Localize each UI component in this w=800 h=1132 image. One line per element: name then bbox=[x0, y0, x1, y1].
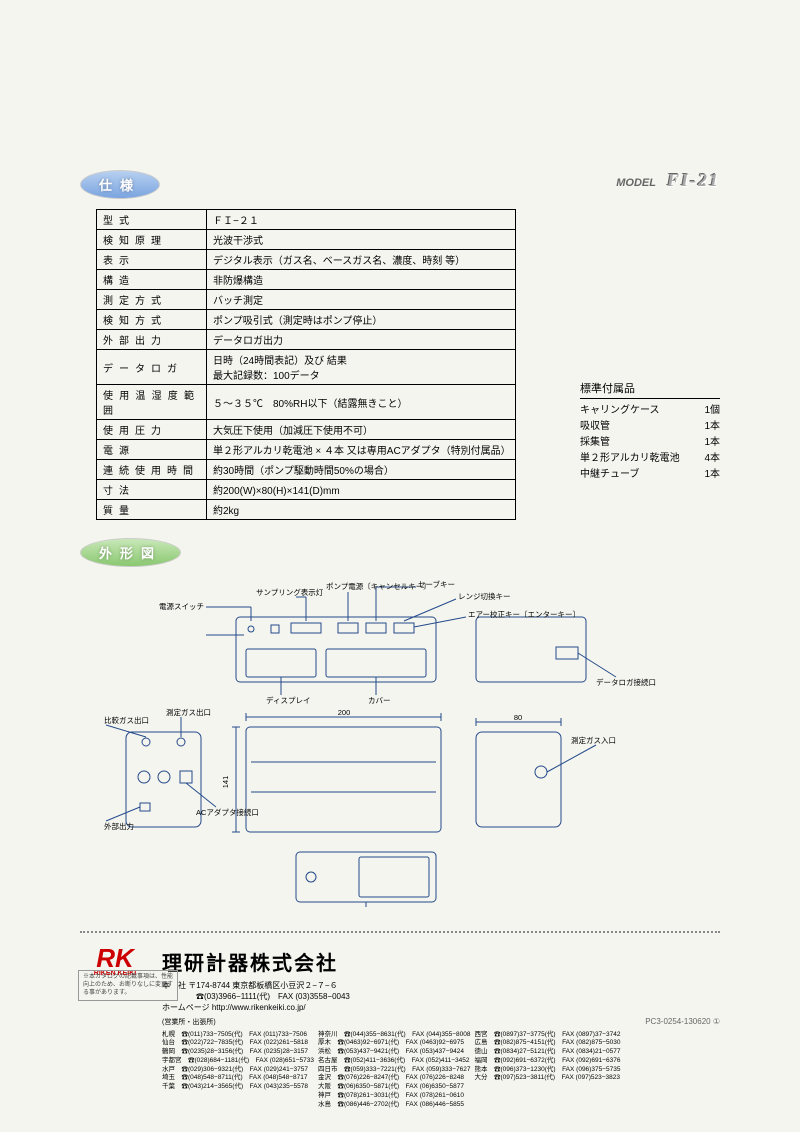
office-row: 千葉 ☎(043)214−3565(代) FAX (043)235−5578 bbox=[162, 1083, 314, 1092]
accessory-item: 中継チューブ1本 bbox=[580, 467, 720, 483]
office-row: 徳山 ☎(0834)27−5121(代) FAX (0834)21−0577 bbox=[474, 1048, 620, 1057]
office-row: 鶴岡 ☎(0235)28−3156(代) FAX (0235)28−3157 bbox=[162, 1048, 314, 1057]
hq-info: 本 社 〒174-8744 東京都板橋区小豆沢２−７−６ ☎(03)3966−1… bbox=[162, 980, 720, 1014]
office-row: 浜松 ☎(053)437−9421(代) FAX (053)437−9424 bbox=[318, 1048, 470, 1057]
lbl-powersw: 電源スイッチ bbox=[159, 602, 204, 611]
doc-code: PC3-0254-130620 ① bbox=[645, 1017, 720, 1026]
accessories-title: 標準付属品 bbox=[580, 380, 720, 399]
office-row: 神戸 ☎(078)261−3031(代) FAX (078)261−0610 bbox=[318, 1092, 470, 1101]
model-box: MODEL FI-21 bbox=[616, 170, 720, 191]
office-row: 大分 ☎(097)523−3811(代) FAX (097)523−3823 bbox=[474, 1074, 620, 1083]
spec-label: 使用圧力 bbox=[97, 420, 207, 440]
spec-label: 測定方式 bbox=[97, 290, 207, 310]
office-row: 福岡 ☎(092)691−6372(代) FAX (092)691−6376 bbox=[474, 1057, 620, 1066]
office-row: 厚木 ☎(0463)92−6971(代) FAX (0463)92−6975 bbox=[318, 1039, 470, 1048]
spec-value: 日時（24時間表記）及び 結果 最大記録数：100データ bbox=[207, 350, 516, 385]
spec-label: 表示 bbox=[97, 250, 207, 270]
lbl-air: エアー校正キー〔エンターキー〕 bbox=[468, 609, 580, 619]
spec-label: 電源 bbox=[97, 440, 207, 460]
office-row: 仙台 ☎(022)722−7835(代) FAX (022)261−5818 bbox=[162, 1039, 314, 1048]
accessory-item: キャリングケース1個 bbox=[580, 403, 720, 419]
lbl-measin: 測定ガス入口 bbox=[571, 735, 616, 745]
office-row: 西宮 ☎(0897)37−3775(代) FAX (0897)37−3742 bbox=[474, 1031, 620, 1040]
lbl-extout: 外部出力 bbox=[104, 821, 134, 831]
dim-h: 141 bbox=[221, 776, 230, 789]
model-value: FI-21 bbox=[667, 170, 720, 190]
spec-value: 単２形アルカリ乾電池 × ４本 又は専用ACアダプタ（特別付属品） bbox=[207, 440, 516, 460]
spec-label: 寸法 bbox=[97, 480, 207, 500]
lbl-datalog: データロガ接続口 bbox=[596, 677, 656, 687]
office-row: 水島 ☎(086)446−2702(代) FAX (086)446−5855 bbox=[318, 1101, 470, 1110]
office-row: 広島 ☎(082)875−4151(代) FAX (082)875−5030 bbox=[474, 1039, 620, 1048]
accessory-item: 吸収管1本 bbox=[580, 419, 720, 435]
office-row: 名古屋 ☎(052)411−3636(代) FAX (052)411−3452 bbox=[318, 1057, 470, 1066]
spec-value: 非防爆構造 bbox=[207, 270, 516, 290]
lbl-cover: カバー bbox=[368, 696, 391, 705]
catalog-note: ※本カタログの記載事項は、性能向上のため、お断りなしに変更する事があります。 bbox=[78, 970, 178, 1001]
office-row: 大阪 ☎(06)6350−5871(代) FAX (06)6350−5877 bbox=[318, 1083, 470, 1092]
section-badge-outline: 外形図 bbox=[80, 538, 181, 567]
spec-label: 外部出力 bbox=[97, 330, 207, 350]
sales-label: (営業所・出張所) bbox=[162, 1017, 720, 1027]
spec-value: デジタル表示（ガス名、ベースガス名、濃度、時刻 等） bbox=[207, 250, 516, 270]
spec-label: 検知方式 bbox=[97, 310, 207, 330]
spec-label: データロガ bbox=[97, 350, 207, 385]
lbl-sampling: サンプリング表示灯 bbox=[256, 587, 324, 597]
spec-label: 連続使用時間 bbox=[97, 460, 207, 480]
model-label: MODEL bbox=[616, 177, 656, 189]
spec-value: 約30時間（ポンプ駆動時間50%の場合） bbox=[207, 460, 516, 480]
dim-d: 80 bbox=[514, 713, 522, 722]
office-row: 札幌 ☎(011)733−7505(代) FAX (011)733−7506 bbox=[162, 1031, 314, 1040]
company-name: 理研計器株式会社 bbox=[162, 947, 720, 976]
spec-value: バッチ測定 bbox=[207, 290, 516, 310]
office-row: 宇都宮 ☎(028)684−1181(代) FAX (028)651−5733 bbox=[162, 1057, 314, 1066]
lbl-refout: 比較ガス出口 bbox=[104, 715, 149, 725]
lbl-range: レンジ切換キー bbox=[458, 591, 511, 601]
dim-w: 200 bbox=[338, 708, 351, 717]
spec-value: 約200(W)×80(H)×141(D)mm bbox=[207, 480, 516, 500]
lbl-acport: ACアダプタ接続口 bbox=[196, 807, 259, 817]
spec-value: ＦＩ−２１ bbox=[207, 210, 516, 230]
spec-label: 型式 bbox=[97, 210, 207, 230]
section-badge-spec: 仕様 bbox=[80, 170, 160, 199]
spec-value: 約2kg bbox=[207, 500, 516, 520]
accessory-item: 単２形アルカリ乾電池4本 bbox=[580, 451, 720, 467]
spec-label: 構造 bbox=[97, 270, 207, 290]
lbl-display: ディスプレイ bbox=[266, 695, 310, 705]
office-row: 埼玉 ☎(048)548−8711(代) FAX (048)548−8717 bbox=[162, 1074, 314, 1083]
lbl-measout: 測定ガス出口 bbox=[166, 707, 211, 717]
spec-value: データロガ出力 bbox=[207, 330, 516, 350]
spec-table: 型式ＦＩ−２１検知原理光波干渉式表示デジタル表示（ガス名、ベースガス名、濃度、時… bbox=[96, 209, 516, 520]
spec-value: 光波干渉式 bbox=[207, 230, 516, 250]
office-list: 札幌 ☎(011)733−7505(代) FAX (011)733−7506仙台… bbox=[162, 1031, 720, 1110]
accessory-item: 採集管1本 bbox=[580, 435, 720, 451]
spec-value: ポンプ吸引式（測定時はポンプ停止） bbox=[207, 310, 516, 330]
spec-value: 大気圧下使用（加減圧下使用不可） bbox=[207, 420, 516, 440]
spec-label: 検知原理 bbox=[97, 230, 207, 250]
lbl-save: セーブキー bbox=[418, 579, 455, 589]
lbl-pumppower: ポンプ電源〔キャンセルキー〕 bbox=[326, 582, 431, 591]
office-row: 神奈川 ☎(044)355−8631(代) FAX (044)355−8008 bbox=[318, 1031, 470, 1040]
outline-diagram: サンプリング表示灯 ポンプ電源〔キャンセルキー〕 電源スイッチ セーブキー レン… bbox=[96, 577, 720, 907]
accessories-box: 標準付属品 キャリングケース1個吸収管1本採集管1本単２形アルカリ乾電池4本中継… bbox=[580, 380, 720, 483]
office-row: 金沢 ☎(076)226−8247(代) FAX (076)226−8248 bbox=[318, 1074, 470, 1083]
footer-divider bbox=[80, 931, 720, 933]
spec-label: 使用温湿度範囲 bbox=[97, 385, 207, 420]
spec-label: 質量 bbox=[97, 500, 207, 520]
logo-mark: RK bbox=[80, 947, 150, 970]
spec-value: ５〜３５℃ 80%RH以下（結露無きこと） bbox=[207, 385, 516, 420]
